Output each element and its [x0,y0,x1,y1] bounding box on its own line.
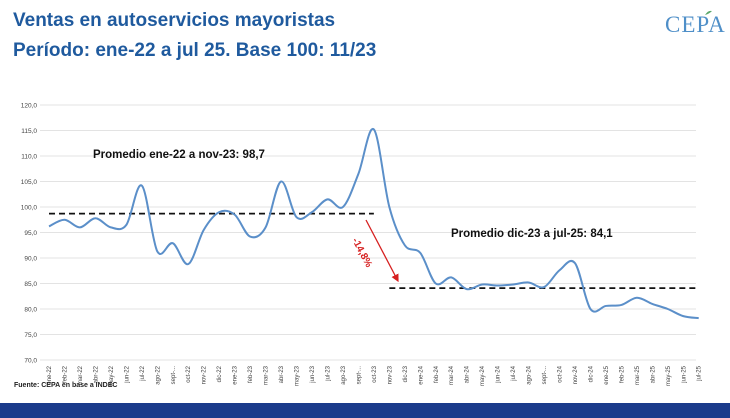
x-tick-label: jul-24 [511,365,517,381]
x-tick-label: sept-... [171,366,177,385]
cepa-logo: CEPA [665,12,726,37]
y-tick-label: 85,0 [24,281,37,288]
x-tick-label: jun-24 [496,365,502,383]
y-tick-label: 115,0 [21,128,37,135]
average-label-2: Promedio dic-23 a jul-25: 84,1 [451,228,613,240]
x-tick-label: feb-24 [434,365,440,383]
x-tick-label: ago-22 [155,365,161,384]
x-tick-label: feb-22 [62,365,68,383]
y-tick-label: 120,0 [21,103,38,110]
footer-bar [0,403,730,418]
y-tick-label: 75,0 [24,332,37,339]
y-tick-label: 95,0 [24,230,37,237]
x-tick-label: oct-24 [558,365,564,382]
line-chart: 70,0 75,0 80,0 85,0 90,0 95,0 100,0 105,0 110,0 1… [21,103,703,387]
x-tick-label: jul-22 [140,365,146,381]
x-tick-label: jun-23 [310,365,316,383]
chart-title-line1: Ventas en autoservicios mayoristas [13,10,336,31]
series-line [48,128,699,320]
x-tick-label: may-24 [480,365,486,386]
x-tick-label: nov-24 [573,365,579,384]
x-tick-label: may-22 [109,365,115,386]
x-tick-label: sept-... [356,366,362,385]
x-tick-label: ago-23 [341,365,347,384]
y-tick-label: 110,0 [21,154,37,161]
x-tick-label: nov-23 [387,365,393,384]
x-tick-label: may-25 [666,365,672,386]
chart-title-line2: Período: ene-22 a jul 25. Base 100: 11/2… [13,40,377,61]
y-tick-label: 100,0 [21,205,38,212]
x-tick-label: ene-22 [47,365,53,384]
x-tick-label: jul-23 [325,365,331,381]
x-tick-label: abr-24 [465,365,471,383]
y-tick-label: 90,0 [24,256,37,263]
x-tick-label: may-23 [295,365,301,386]
x-tick-label: ene-25 [604,365,610,384]
x-tick-label: jun-22 [124,365,130,383]
x-tick-label: mar-22 [78,365,84,385]
x-tick-label: mar-24 [449,365,455,385]
x-tick-label: abr-22 [93,365,99,383]
source-note: Fuente: CEPA en base a INDEC [14,382,118,389]
x-tick-label: feb-23 [248,365,254,383]
x-tick-label: dic-22 [217,365,223,382]
x-tick-label: ago-24 [527,365,533,384]
change-label: -14,8% [349,236,374,269]
x-tick-label: oct-23 [372,365,378,382]
x-tick-label: nov-22 [202,365,208,384]
x-tick-label: mar-23 [264,365,270,385]
x-tick-label: dic-23 [403,365,409,382]
x-tick-label: abr-25 [650,365,656,383]
x-tick-label: feb-25 [619,365,625,383]
change-arrow [365,219,399,283]
average-label-1: Promedio ene-22 a nov-23: 98,7 [93,149,265,161]
y-tick-label: 80,0 [24,307,37,314]
x-tick-label: abr-23 [279,365,285,383]
x-tick-label: ene-24 [418,365,424,384]
x-tick-label: dic-24 [588,365,594,382]
y-tick-label: 105,0 [21,179,38,186]
x-tick-label: mar-25 [635,365,641,385]
x-tick-label: ene-23 [233,365,239,384]
x-tick-label: oct-22 [186,365,192,382]
logo-leaf-icon [705,10,712,15]
x-tick-label: sept-... [542,366,548,385]
x-tick-label: jul-25 [697,365,703,381]
x-tick-label: jun-25 [681,365,687,383]
y-tick-label: 70,0 [24,358,37,365]
